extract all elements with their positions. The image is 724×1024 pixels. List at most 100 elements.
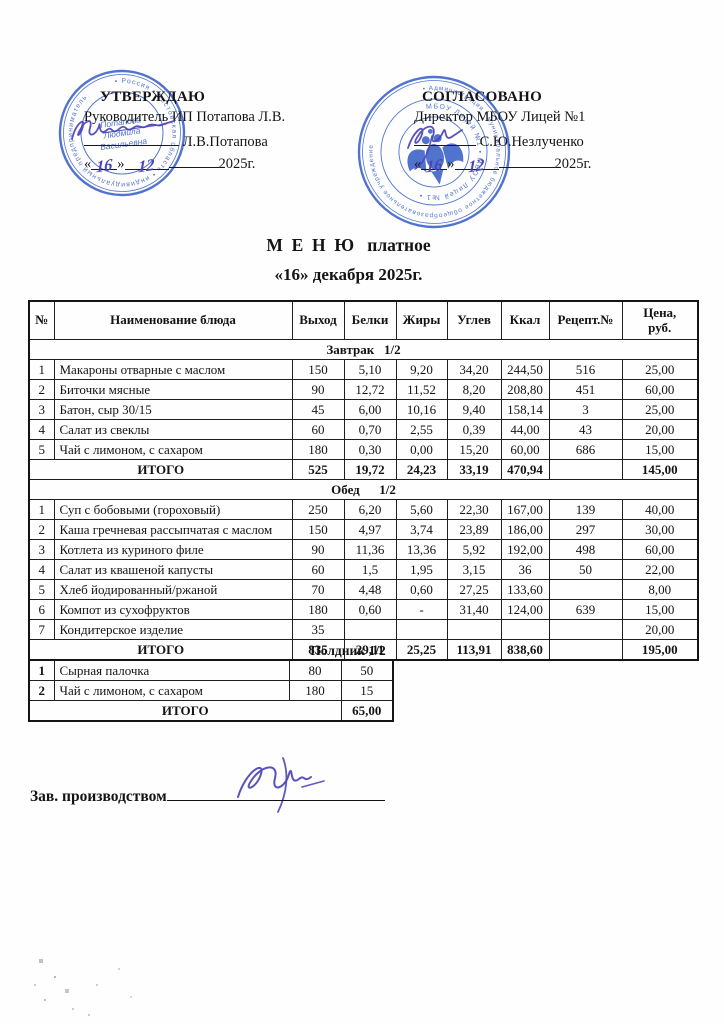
- value-cell: 2,55: [395, 419, 448, 440]
- value-cell: 20,00: [621, 419, 699, 440]
- potapova-signature: [71, 120, 175, 140]
- value-cell: 7: [28, 619, 55, 640]
- value-cell: 686: [548, 439, 623, 460]
- value-cell: 3,74: [395, 519, 448, 540]
- value-cell: 50: [548, 559, 623, 580]
- dish-name-cell: Компот из сухофруктов: [53, 599, 293, 620]
- menu-row: 7 Кондитерское изделие 35 20,00: [28, 619, 699, 640]
- value-cell: 250: [291, 499, 345, 520]
- value-cell: -: [395, 599, 448, 620]
- menu-row: 4 Салат из квашеной капусты 60 1,5 1,95 3,15 3…: [28, 559, 699, 580]
- meal-section-title: Завтрак 1/2: [28, 339, 699, 360]
- value-cell: 10,16: [395, 399, 448, 420]
- value-cell: 44,00: [500, 419, 550, 440]
- menu-row: 6 Компот из сухофруктов 180 0,60-31,40 124,0…: [28, 599, 699, 620]
- dish-name-cell: Чай с лимоном, с сахаром: [53, 680, 290, 701]
- snack-row: 1 Сырная палочка 80 50: [28, 659, 394, 681]
- value-cell: 34,20: [446, 359, 502, 380]
- footer-sign-line: Зав. производством: [30, 785, 385, 806]
- value-cell: 13,36: [395, 539, 448, 560]
- column-header: №: [28, 300, 55, 340]
- column-header: Жиры: [395, 300, 448, 340]
- total-value-cell: 195,00: [621, 639, 699, 661]
- value-cell: 5,92: [446, 539, 502, 560]
- value-cell: 186,00: [500, 519, 550, 540]
- value-cell: 1: [28, 359, 55, 380]
- dish-name-cell: Биточки мясные: [53, 379, 293, 400]
- value-cell: 31,40: [446, 599, 502, 620]
- value-cell: 3: [548, 399, 623, 420]
- total-value-cell: [548, 459, 623, 480]
- document-date: «16» декабря 2025г.: [274, 265, 423, 284]
- value-cell: 60: [291, 559, 345, 580]
- column-header: Углев: [446, 300, 502, 340]
- total-value-cell: 33,19: [446, 459, 502, 480]
- signature-underline: [84, 130, 179, 146]
- value-cell: 2: [28, 519, 55, 540]
- approve-name: Л.В.Потапова: [182, 134, 268, 150]
- value-cell: 639: [548, 599, 623, 620]
- dish-name-cell: Чай с лимоном, с сахаром: [53, 439, 293, 460]
- value-cell: 35: [291, 619, 345, 640]
- approve-title: УТВЕРЖДАЮ: [100, 89, 206, 105]
- value-cell: 23,89: [446, 519, 502, 540]
- agree-block: СОГЛАСОВАНО Директор МБОУ Лицей №1 С.Ю.Н…: [414, 87, 634, 176]
- total-value-cell: 470,94: [500, 459, 550, 480]
- value-cell: 90: [291, 539, 345, 560]
- dish-name-cell: Салат из квашеной капусты: [53, 559, 293, 580]
- approve-signature-line: Л.В.Потапова: [84, 130, 334, 151]
- value-cell: 5: [28, 579, 55, 600]
- value-cell: 2: [28, 379, 55, 400]
- value-cell: 5: [28, 439, 55, 460]
- value-cell: 0,70: [343, 419, 397, 440]
- meal-section-row: Завтрак 1/2: [28, 339, 699, 360]
- total-value-cell: 25,25: [395, 639, 448, 661]
- total-value-cell: 835: [291, 639, 345, 661]
- column-header: Цена, руб.: [621, 300, 699, 340]
- value-cell: 4: [28, 419, 55, 440]
- dish-name-cell: Суп с бобовыми (гороховый): [53, 499, 293, 520]
- zav-proizvodstvom-signature: [237, 757, 325, 813]
- column-header: Наименование блюда: [53, 300, 293, 340]
- value-cell: 180: [291, 439, 345, 460]
- value-cell: 1: [28, 659, 55, 681]
- value-cell: 43: [548, 419, 623, 440]
- menu-row: 1 Макароны отварные с маслом 150 5,10 9,20 34…: [28, 359, 699, 380]
- value-cell: 25,00: [621, 399, 699, 420]
- nezluchenko-signature: [407, 125, 463, 170]
- total-label-cell: ИТОГО: [28, 459, 293, 480]
- total-row: ИТОГО 525 19,72 24,23 33,19 470,94 145,00: [28, 459, 699, 480]
- total-value-cell: 19,72: [343, 459, 397, 480]
- meal-section-row: Обед 1/2: [28, 479, 699, 500]
- approve-date-line: «16» 12 2025г.: [84, 152, 334, 177]
- menu-row: 3 Батон, сыр 30/15 45 6,00 10,16 9,40 158,14 3 2…: [28, 399, 699, 420]
- value-cell: 70: [291, 579, 345, 600]
- total-label-cell: ИТОГО: [28, 700, 342, 722]
- column-header: Рецепт.№: [548, 300, 623, 340]
- approve-year: 2025г.: [218, 156, 256, 172]
- value-cell: 6,00: [343, 399, 397, 420]
- agree-title: СОГЛАСОВАНО: [422, 89, 543, 105]
- value-cell: 2: [28, 680, 55, 701]
- value-cell: 1,95: [395, 559, 448, 580]
- value-cell: 50: [340, 659, 394, 681]
- total-value-cell: 24,23: [395, 459, 448, 480]
- value-cell: 0,60: [343, 599, 397, 620]
- value-cell: 0,60: [395, 579, 448, 600]
- snack-section-title: Полдник 1/2: [310, 643, 386, 658]
- dish-name-cell: Хлеб йодированный/ржаной: [53, 579, 293, 600]
- value-cell: 22,00: [621, 559, 699, 580]
- value-cell: 15,00: [621, 439, 699, 460]
- value-cell: 150: [291, 519, 345, 540]
- menu-row: 2 Каша гречневая рассыпчатая с маслом 150 4…: [28, 519, 699, 540]
- value-cell: [446, 619, 502, 640]
- menu-table: № Наименование блюда Выход Белки Жиры Углев Кк…: [28, 300, 699, 661]
- menu-row: 2 Биточки мясные 90 12,72 11,52 8,20 208,80 451…: [28, 379, 699, 400]
- value-cell: [500, 619, 550, 640]
- value-cell: 15: [340, 680, 394, 701]
- value-cell: 4: [28, 559, 55, 580]
- value-cell: 60,00: [500, 439, 550, 460]
- value-cell: [548, 579, 623, 600]
- value-cell: 139: [548, 499, 623, 520]
- value-cell: 25,00: [621, 359, 699, 380]
